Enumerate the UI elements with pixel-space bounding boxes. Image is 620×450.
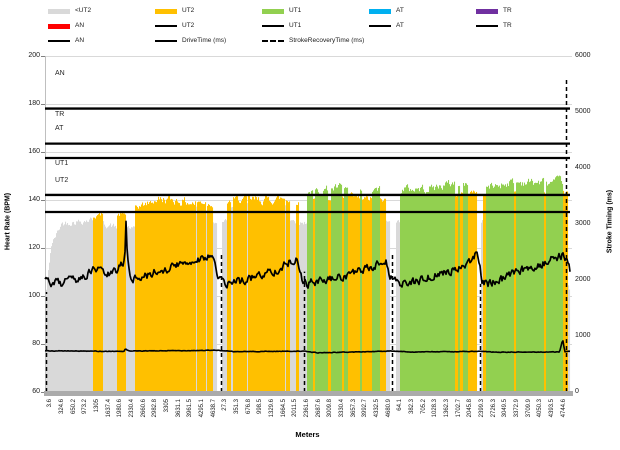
legend-line-swatch xyxy=(262,25,284,27)
legend-item-at: AT xyxy=(369,21,404,31)
legend-color-swatch xyxy=(48,23,70,29)
legend-color-swatch xyxy=(262,8,284,14)
y-axis-left-title: Heart Rate (BPM) xyxy=(4,192,12,251)
y-left-tick-label: 200 xyxy=(28,52,40,59)
y-left-tick-label: 80 xyxy=(32,340,40,347)
legend-color-swatch xyxy=(476,8,498,14)
legend-item-an: AN xyxy=(48,36,84,46)
legend-item-drivetimems: DriveTime (ms) xyxy=(155,36,226,46)
y-left-tick-label: 100 xyxy=(28,292,40,299)
y-left-tick-label: 160 xyxy=(28,148,40,155)
y-right-tick-label: 3000 xyxy=(575,220,591,227)
zone-label-an: AN xyxy=(55,69,65,77)
legend-item-label: TR xyxy=(503,7,512,14)
legend-line-swatch xyxy=(155,25,177,27)
legend-item-ut1: UT1 xyxy=(262,21,301,31)
legend-line-swatch xyxy=(48,40,70,42)
legend-item-at: AT xyxy=(369,6,404,16)
legend-item-label: UT1 xyxy=(289,22,302,29)
legend-line-swatch xyxy=(476,25,498,27)
legend-item-label: UT2 xyxy=(182,22,195,29)
y-left-tick-label: 140 xyxy=(28,196,40,203)
y-right-tick-label: 4000 xyxy=(575,164,591,171)
legend-item-label: AN xyxy=(75,22,85,29)
legend-item-tr: TR xyxy=(476,21,512,31)
zone-label-ut1: UT1 xyxy=(55,160,69,168)
legend-item-ut2: UT2 xyxy=(155,6,194,16)
legend-dashed-line-swatch xyxy=(262,40,284,42)
zone-label-at: AT xyxy=(55,125,64,133)
zone-label-tr: TR xyxy=(55,110,65,118)
y-right-tick-label: 6000 xyxy=(575,52,591,59)
legend-item-label: DriveTime (ms) xyxy=(182,37,227,44)
legend-item-tr: TR xyxy=(476,6,512,16)
legend-item-label: StrokeRecoveryTime (ms) xyxy=(289,37,365,44)
legend-item-label: UT2 xyxy=(182,7,195,14)
legend-color-swatch xyxy=(369,8,391,14)
legend-line-swatch xyxy=(155,40,177,42)
y-right-tick-label: 0 xyxy=(575,388,579,395)
legend-item-label: AN xyxy=(75,37,85,44)
legend-item-label: AT xyxy=(396,7,404,14)
y-left-tick-label: 60 xyxy=(32,388,40,395)
legend-line-swatch xyxy=(369,25,391,27)
y-left-tick-label: 180 xyxy=(28,100,40,107)
legend-item-label: UT1 xyxy=(289,7,302,14)
x-axis-title: Meters xyxy=(295,430,320,439)
y-right-tick-label: 5000 xyxy=(575,108,591,115)
legend-item-strokerecoverytimems: StrokeRecoveryTime (ms) xyxy=(262,36,364,46)
legend-item-ut1: UT1 xyxy=(262,6,301,16)
y-right-tick-label: 1000 xyxy=(575,332,591,339)
legend-color-swatch xyxy=(48,8,70,14)
legend-item-label: TR xyxy=(503,22,512,29)
legend-item-label: <UT2 xyxy=(75,7,92,14)
y-axis-right-title: Stroke Timing (ms) xyxy=(606,189,614,254)
legend-item-ut2: <UT2 xyxy=(48,6,91,16)
y-left-tick-label: 120 xyxy=(28,244,40,251)
legend-item-ut2: UT2 xyxy=(155,21,194,31)
legend-item-label: AT xyxy=(396,22,404,29)
legend-item-an: AN xyxy=(48,21,84,31)
y-right-tick-label: 2000 xyxy=(575,276,591,283)
zone-label-ut2: UT2 xyxy=(55,176,69,184)
legend-color-swatch xyxy=(155,8,177,14)
